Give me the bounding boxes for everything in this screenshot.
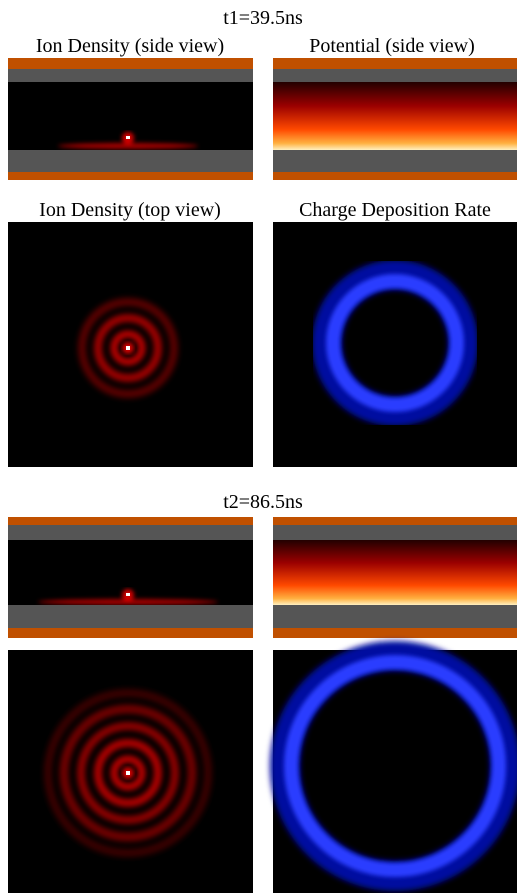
top-view-charge	[273, 650, 517, 893]
page: t1=39.5ns Ion Density (side view) Potent…	[0, 0, 517, 893]
side-view-ion	[8, 58, 253, 180]
panel-title: Charge Deposition Rate	[299, 199, 491, 221]
panel-title: Ion Density (side view)	[36, 35, 224, 57]
time-label: t2=86.5ns	[223, 491, 303, 513]
side-view-ion	[8, 517, 253, 638]
panel-title: Ion Density (top view)	[39, 199, 221, 221]
side-view-potential	[273, 58, 517, 180]
top-view-charge	[273, 222, 517, 467]
side-view-potential	[273, 517, 517, 638]
top-view-ion	[8, 222, 253, 467]
top-view-ion	[8, 650, 253, 893]
panel-title: Potential (side view)	[309, 35, 475, 57]
figure: t1=39.5ns Ion Density (side view) Potent…	[0, 0, 517, 893]
time-label: t1=39.5ns	[223, 7, 303, 29]
